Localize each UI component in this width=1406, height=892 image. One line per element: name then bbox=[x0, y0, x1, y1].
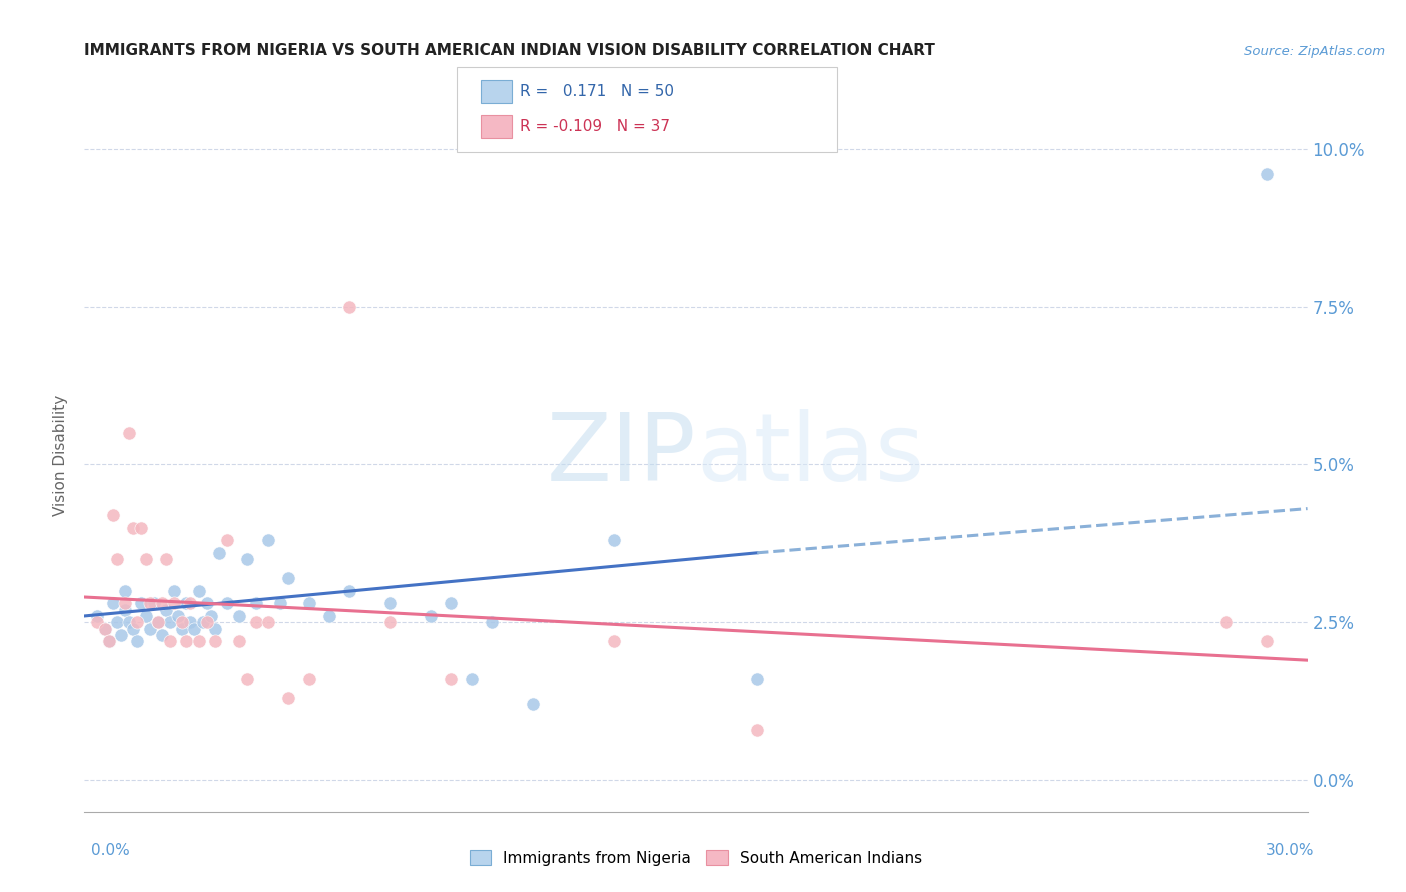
Point bbox=[114, 583, 136, 598]
Point bbox=[118, 615, 141, 630]
Point bbox=[204, 634, 226, 648]
Text: atlas: atlas bbox=[696, 409, 924, 501]
Point bbox=[122, 622, 145, 636]
Point bbox=[228, 609, 250, 624]
Point bbox=[176, 596, 198, 610]
Point bbox=[236, 552, 259, 566]
Text: R =   0.171   N = 50: R = 0.171 N = 50 bbox=[520, 85, 675, 99]
Point bbox=[110, 628, 132, 642]
Text: R = -0.109   N = 37: R = -0.109 N = 37 bbox=[520, 120, 671, 134]
Point bbox=[101, 508, 124, 522]
Point bbox=[208, 546, 231, 560]
Point bbox=[747, 723, 769, 737]
Text: IMMIGRANTS FROM NIGERIA VS SOUTH AMERICAN INDIAN VISION DISABILITY CORRELATION C: IMMIGRANTS FROM NIGERIA VS SOUTH AMERICA… bbox=[84, 43, 935, 58]
Point bbox=[97, 634, 120, 648]
Point bbox=[93, 622, 117, 636]
Point bbox=[146, 615, 169, 630]
Point bbox=[127, 634, 149, 648]
Point bbox=[155, 602, 177, 616]
Point bbox=[1215, 615, 1237, 630]
Point bbox=[277, 691, 299, 706]
Point bbox=[522, 698, 544, 712]
Point bbox=[245, 596, 267, 610]
Point bbox=[86, 615, 108, 630]
Point bbox=[155, 552, 177, 566]
Point bbox=[204, 622, 226, 636]
Point bbox=[257, 615, 280, 630]
Point bbox=[603, 533, 626, 548]
Point bbox=[1256, 167, 1278, 181]
Point bbox=[179, 596, 201, 610]
Point bbox=[440, 672, 463, 686]
Point bbox=[131, 596, 153, 610]
Point bbox=[298, 596, 321, 610]
Text: 0.0%: 0.0% bbox=[91, 843, 131, 858]
Point bbox=[105, 552, 128, 566]
Point bbox=[118, 425, 141, 440]
Point bbox=[380, 596, 402, 610]
Point bbox=[1256, 634, 1278, 648]
Point bbox=[97, 634, 120, 648]
Point bbox=[461, 672, 484, 686]
Point bbox=[187, 634, 209, 648]
Point bbox=[114, 596, 136, 610]
Point bbox=[172, 622, 194, 636]
Point bbox=[747, 672, 769, 686]
Point bbox=[217, 533, 239, 548]
Point bbox=[142, 596, 165, 610]
Point bbox=[150, 628, 173, 642]
Point bbox=[245, 615, 267, 630]
Point bbox=[135, 552, 157, 566]
Point bbox=[105, 615, 128, 630]
Point bbox=[101, 596, 124, 610]
Point bbox=[150, 596, 173, 610]
Point bbox=[131, 520, 153, 534]
Point bbox=[200, 609, 222, 624]
Point bbox=[93, 622, 117, 636]
Point bbox=[183, 622, 205, 636]
Point bbox=[236, 672, 259, 686]
Point bbox=[114, 602, 136, 616]
Point bbox=[339, 300, 361, 314]
Point bbox=[420, 609, 443, 624]
Text: 30.0%: 30.0% bbox=[1267, 843, 1315, 858]
Point bbox=[603, 634, 626, 648]
Point bbox=[195, 615, 218, 630]
Point bbox=[481, 615, 503, 630]
Text: ZIP: ZIP bbox=[547, 409, 696, 501]
Point bbox=[159, 615, 181, 630]
Legend: Immigrants from Nigeria, South American Indians: Immigrants from Nigeria, South American … bbox=[464, 844, 928, 871]
Point bbox=[318, 609, 340, 624]
Point bbox=[257, 533, 280, 548]
Point bbox=[179, 615, 201, 630]
Point bbox=[163, 596, 186, 610]
Point bbox=[269, 596, 291, 610]
Point bbox=[440, 596, 463, 610]
Point bbox=[176, 634, 198, 648]
Point bbox=[138, 622, 160, 636]
Point bbox=[339, 583, 361, 598]
Point bbox=[172, 615, 194, 630]
Point bbox=[122, 520, 145, 534]
Point bbox=[217, 596, 239, 610]
Point bbox=[298, 672, 321, 686]
Point bbox=[135, 609, 157, 624]
Text: Source: ZipAtlas.com: Source: ZipAtlas.com bbox=[1244, 45, 1385, 58]
Y-axis label: Vision Disability: Vision Disability bbox=[53, 394, 69, 516]
Point bbox=[380, 615, 402, 630]
Point bbox=[86, 609, 108, 624]
Point bbox=[191, 615, 214, 630]
Point bbox=[159, 634, 181, 648]
Point bbox=[195, 596, 218, 610]
Point bbox=[138, 596, 160, 610]
Point bbox=[146, 615, 169, 630]
Point bbox=[167, 609, 190, 624]
Point bbox=[277, 571, 299, 585]
Point bbox=[127, 615, 149, 630]
Point bbox=[228, 634, 250, 648]
Point bbox=[163, 583, 186, 598]
Point bbox=[187, 583, 209, 598]
